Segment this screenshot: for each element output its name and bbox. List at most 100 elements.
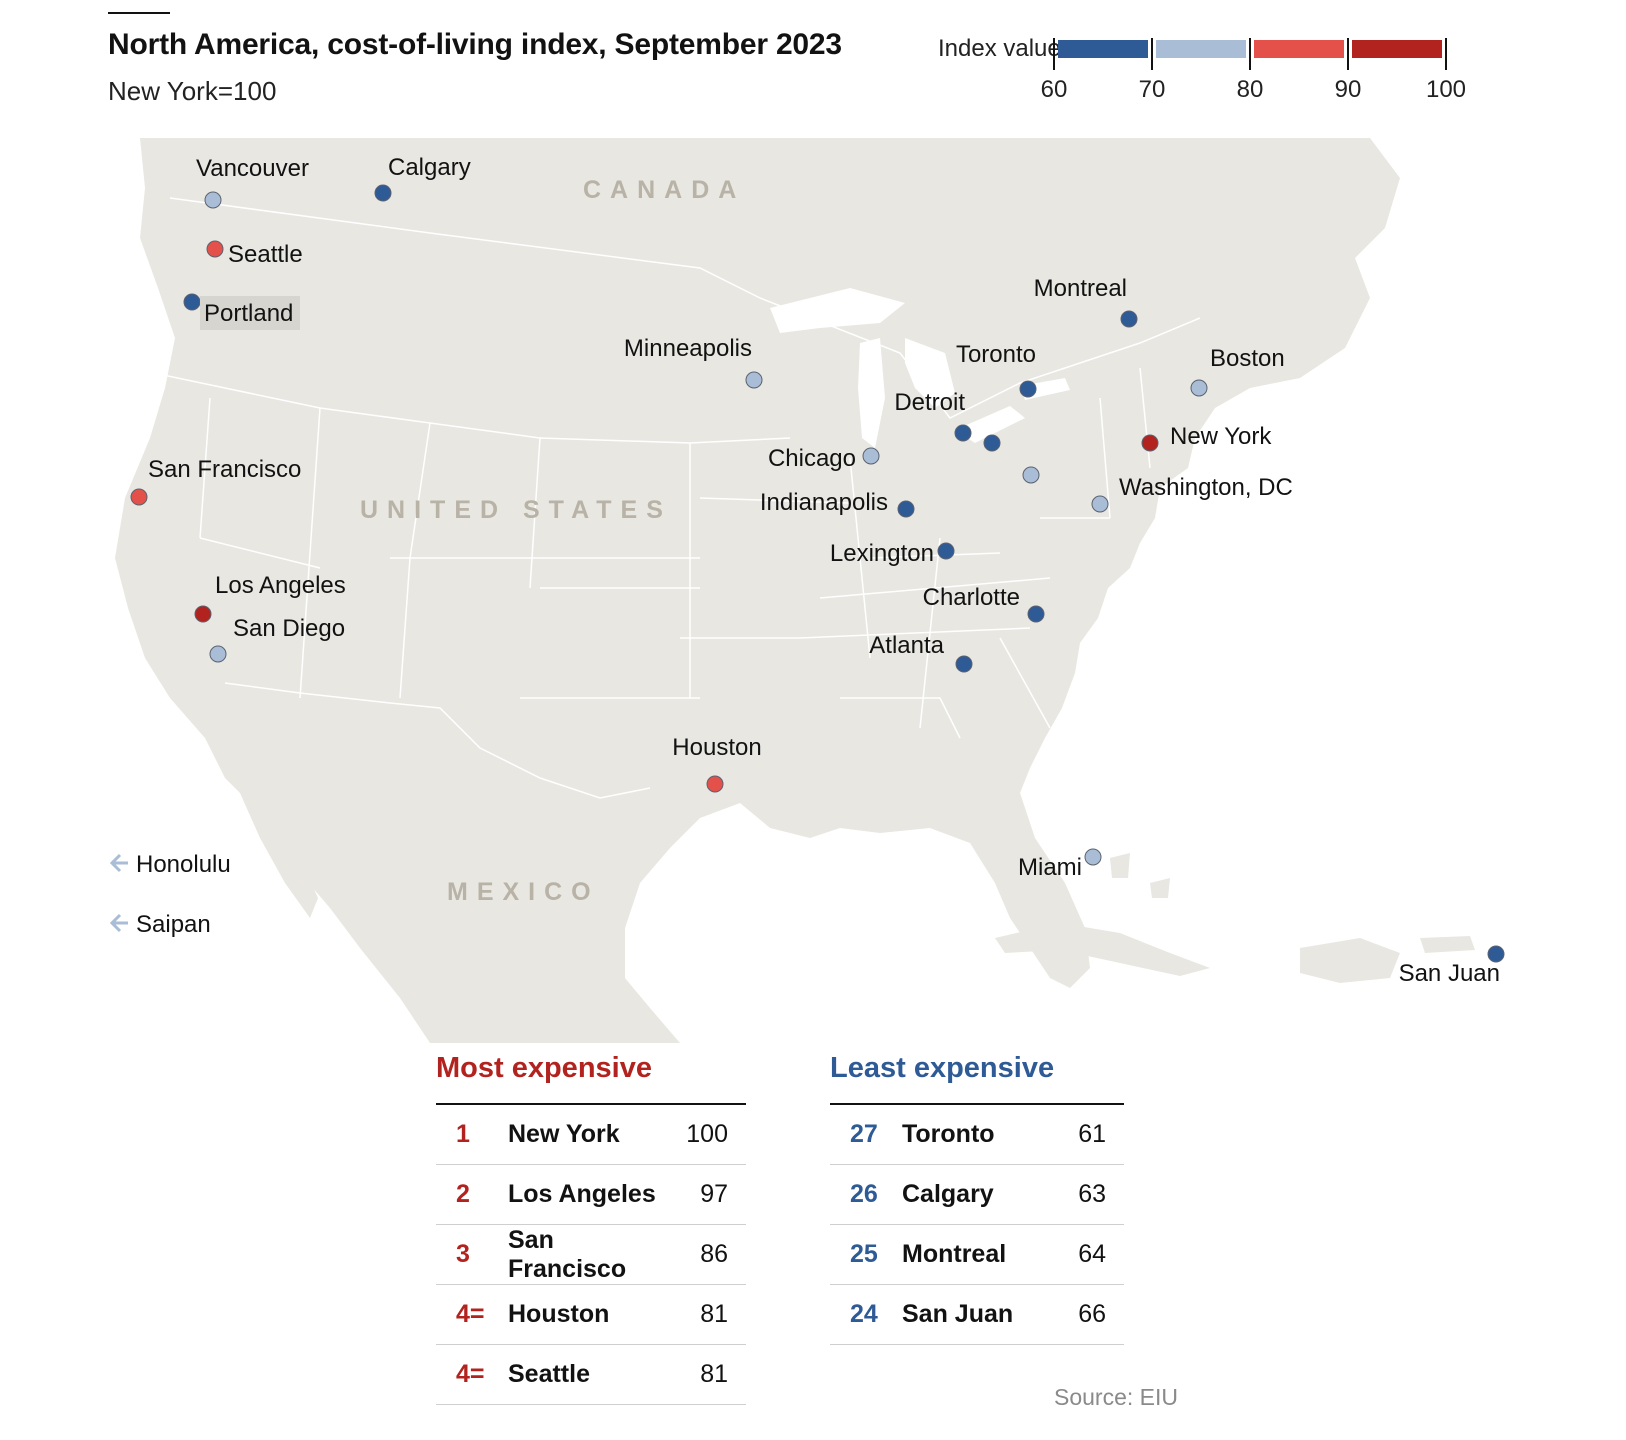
city-label: Indianapolis [760, 489, 888, 516]
rank: 1 [456, 1120, 470, 1148]
city-label: Toronto [956, 341, 1036, 368]
index-value: 81 [700, 1360, 728, 1388]
rank: 3 [456, 1240, 470, 1268]
city-name: Calgary [902, 1180, 994, 1208]
city-label: Atlanta [869, 632, 944, 659]
city-markers: Vancouver Calgary Seattle Portland San Franc… [109, 154, 1505, 987]
city-label: Minneapolis [624, 335, 752, 362]
legend-swatch-1 [1156, 40, 1246, 58]
legend-tick [1053, 38, 1055, 70]
table-row: 4= Seattle 81 [436, 1345, 746, 1405]
table-row: 27 Toronto 61 [830, 1105, 1124, 1165]
city-name: Montreal [902, 1240, 1007, 1268]
city-label: Calgary [388, 154, 471, 181]
city-name: New York [508, 1120, 620, 1148]
city-marker [374, 184, 392, 202]
country-labels: CANADA UNITED STATES MEXICO [360, 176, 745, 906]
city-label: Houston [672, 734, 761, 761]
city-marker [1022, 466, 1040, 484]
rank: 2 [456, 1180, 470, 1208]
north-america-map: CANADA UNITED STATES MEXICO Vancouver Calga… [109, 138, 1505, 1043]
city-name: Toronto [902, 1120, 995, 1148]
city-marker [183, 293, 201, 311]
city-marker [194, 605, 212, 623]
most-expensive-heading: Most expensive [436, 1052, 746, 1105]
legend-swatch-2 [1254, 40, 1344, 58]
city-marker [1120, 310, 1138, 328]
city-marker [1027, 605, 1045, 623]
country-label: UNITED STATES [360, 496, 672, 524]
lake-huron [905, 338, 955, 408]
offmap-arrow-icon [109, 853, 128, 873]
table-row: 3 San Francisco 86 [436, 1225, 746, 1285]
city-name: San Francisco [508, 1225, 627, 1283]
city-marker [204, 191, 222, 209]
legend-swatch-0 [1058, 40, 1148, 58]
lake-erie [955, 406, 1025, 443]
land [115, 138, 1475, 1043]
offmap-arrow-icon [109, 913, 128, 933]
table-row: 1 New York 100 [436, 1105, 746, 1165]
least-expensive-rows: 27 Toronto 61 26 Calgary 63 25 Montreal 64 24 San … [830, 1105, 1124, 1345]
us-mexico-border [224, 682, 651, 799]
mainland-landmass [115, 138, 1400, 1043]
table-row: 25 Montreal 64 [830, 1225, 1124, 1285]
table-row: 2 Los Angeles 97 [436, 1165, 746, 1225]
index-value: 100 [686, 1120, 728, 1148]
city-label: Washington, DC [1119, 474, 1293, 501]
city-label: Boston [1210, 345, 1285, 372]
chart-title: North America, cost-of-living index, Sep… [108, 28, 842, 61]
city-marker [1084, 848, 1102, 866]
offmap-city-label: Saipan [136, 911, 211, 938]
city-marker [206, 240, 224, 258]
city-label: Seattle [228, 241, 303, 268]
city-marker [937, 542, 955, 560]
rank: 24 [850, 1300, 878, 1328]
country-label: CANADA [583, 176, 745, 204]
legend-tick-label: 90 [1334, 76, 1362, 103]
borders [129, 197, 1201, 799]
legend-tick-label: 70 [1138, 76, 1166, 103]
city-marker [1141, 434, 1159, 452]
lake-michigan [858, 338, 885, 448]
baja-peninsula [215, 683, 318, 918]
city-label: Miami [1018, 854, 1082, 881]
city-label: San Francisco [148, 456, 301, 483]
index-value: 86 [700, 1240, 728, 1268]
city-name: Los Angeles [508, 1180, 656, 1208]
city-marker [1019, 380, 1037, 398]
cuba [995, 923, 1210, 976]
top-rule [108, 12, 170, 14]
city-label: New York [1170, 423, 1272, 450]
canada-us-border [169, 197, 1201, 419]
city-marker [955, 655, 973, 673]
city-label: Portland [204, 300, 293, 327]
offmap-city-label: Honolulu [136, 851, 231, 878]
puerto-rico [1420, 936, 1475, 953]
table-row: 26 Calgary 63 [830, 1165, 1124, 1225]
city-marker [1487, 945, 1505, 963]
city-marker [706, 775, 724, 793]
legend-tick-label: 60 [1040, 76, 1068, 103]
rank: 25 [850, 1240, 878, 1268]
city-marker [897, 500, 915, 518]
hudson-bay-region [1000, 168, 1300, 278]
city-marker [1091, 495, 1109, 513]
city-name: Seattle [508, 1360, 590, 1388]
city-marker [745, 371, 763, 389]
legend-title: Index value [938, 35, 1061, 62]
city-name: San Juan [902, 1300, 1014, 1328]
legend-tick-label: 80 [1236, 76, 1264, 103]
bahamas [1110, 853, 1170, 898]
legend-tick [1347, 38, 1349, 70]
legend-tick-label: 100 [1425, 76, 1467, 103]
rank: 27 [850, 1120, 878, 1148]
index-value: 81 [700, 1300, 728, 1328]
city-label: Montreal [1034, 275, 1127, 302]
chart-subtitle: New York=100 [108, 76, 277, 106]
rank: 4= [456, 1300, 485, 1328]
city-label: San Juan [1399, 960, 1500, 987]
index-value: 64 [1078, 1240, 1106, 1268]
lake-superior [770, 288, 905, 333]
city-label: Vancouver [196, 155, 309, 182]
